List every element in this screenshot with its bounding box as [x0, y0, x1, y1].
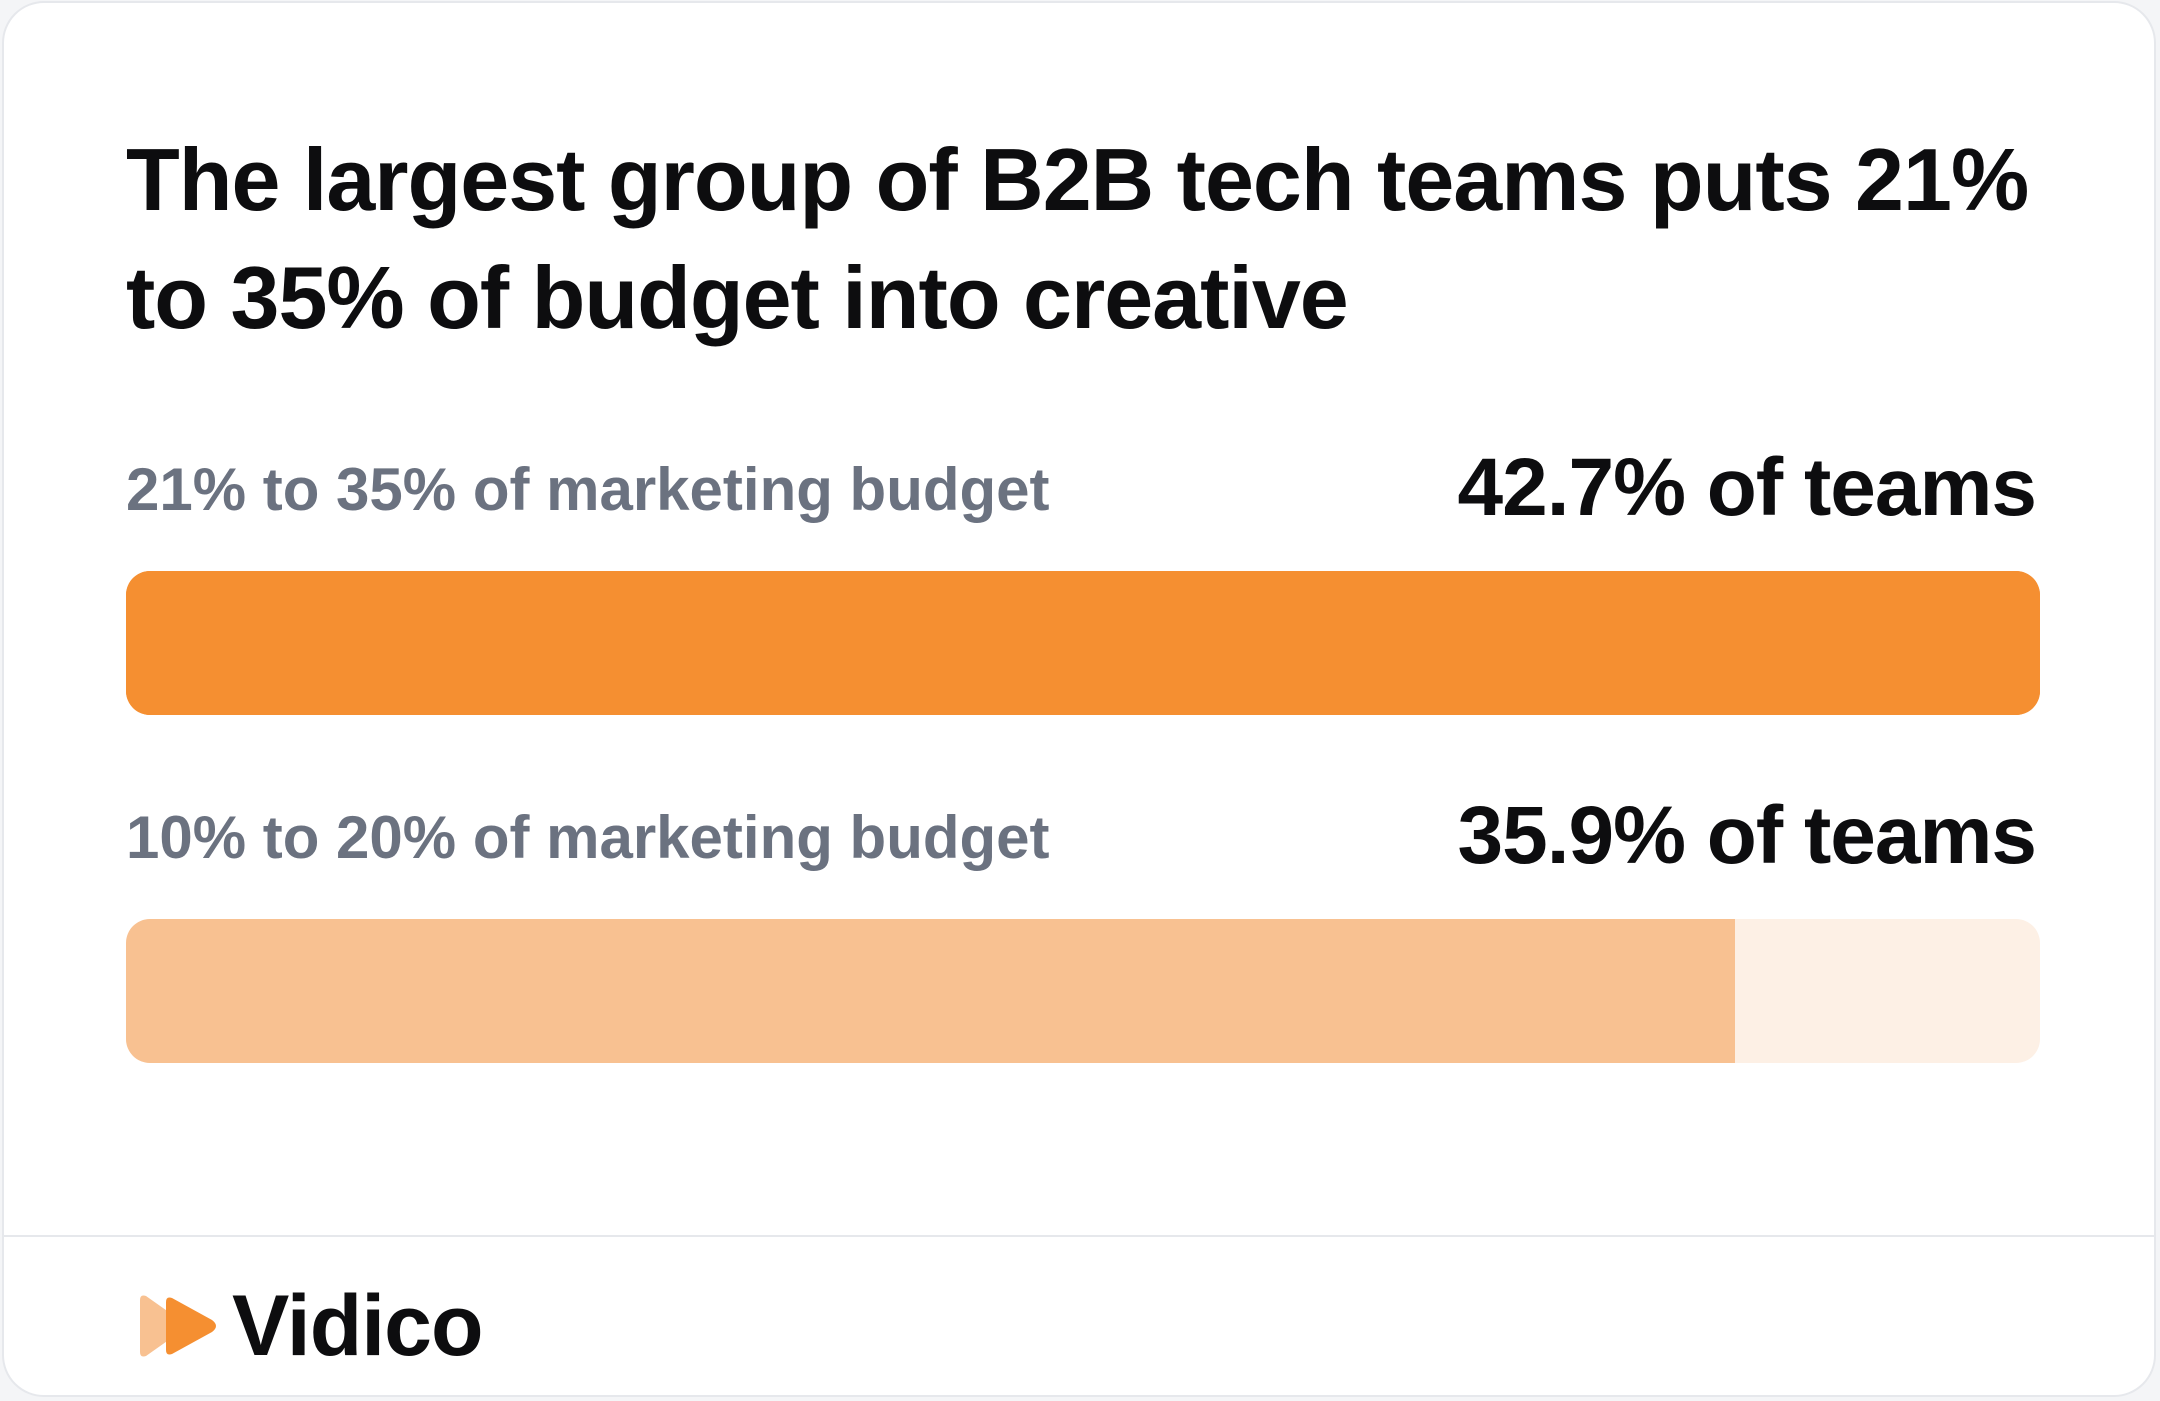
bar-track [126, 571, 2040, 715]
play-logo-icon [140, 1295, 216, 1357]
bar-value-label: 35.9% of teams [1457, 790, 2037, 881]
brand-name: Vidico [232, 1278, 483, 1374]
bar-category-label: 10% to 20% of marketing budget [126, 804, 1050, 871]
bar-track [126, 919, 2040, 1063]
footer-divider [4, 1235, 2154, 1237]
bar-fill [126, 919, 1736, 1063]
brand-footer: Vidico [136, 1281, 483, 1371]
bar-value-label: 42.7% of teams [1457, 442, 2037, 533]
bar-category-label: 21% to 35% of marketing budget [126, 456, 1050, 523]
chart-title: The largest group of B2B tech teams puts… [126, 130, 2029, 347]
bar-fill [126, 571, 2040, 715]
